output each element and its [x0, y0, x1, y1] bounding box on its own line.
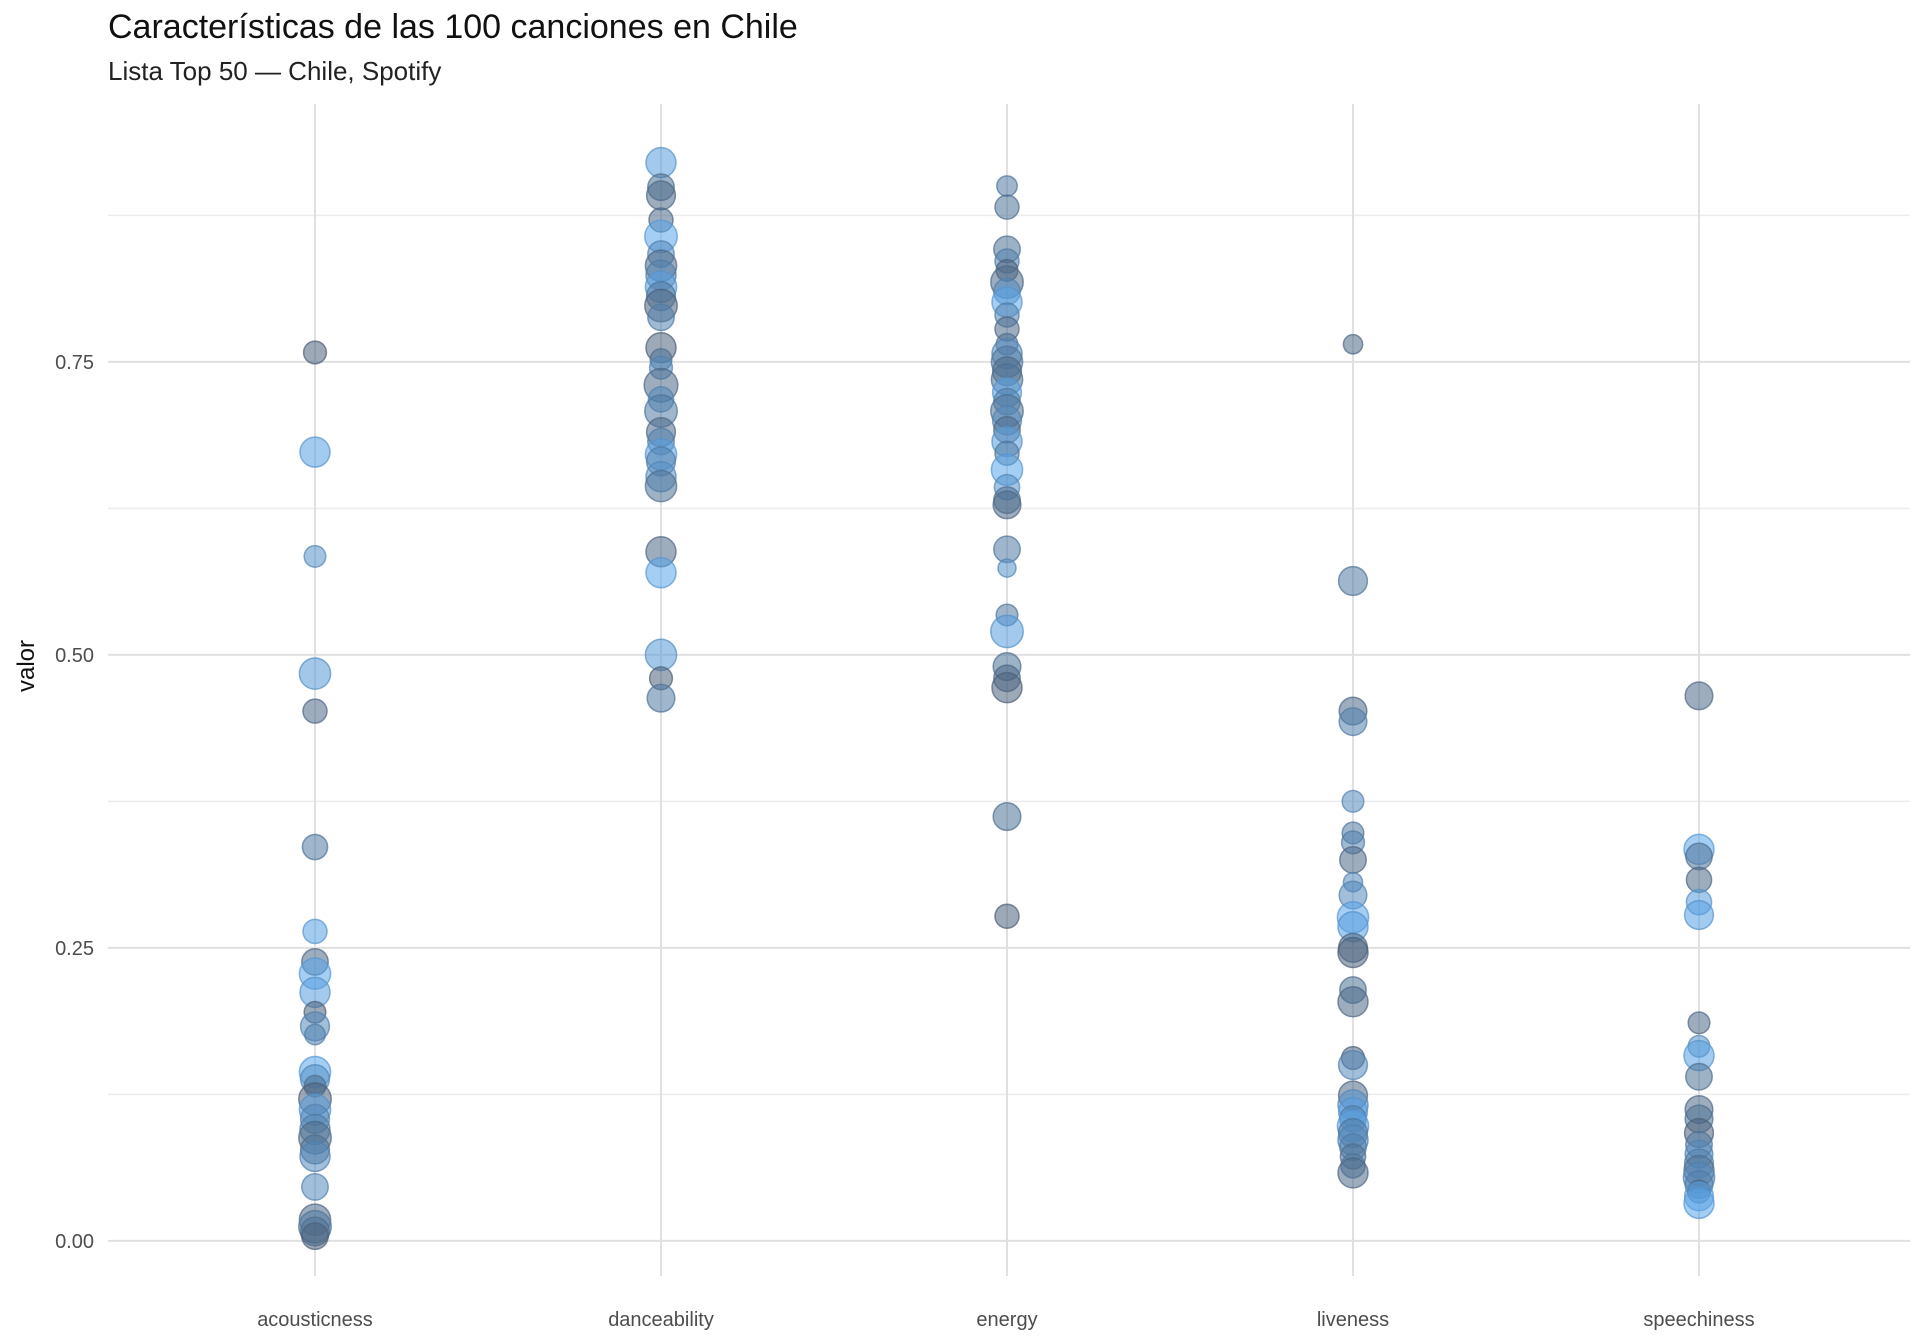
data-point — [1341, 789, 1365, 813]
data-point — [1687, 1011, 1711, 1035]
y-axis-label: valor — [13, 640, 40, 692]
data-point — [997, 558, 1017, 578]
data-point — [645, 180, 677, 211]
y-tick-label: 0.25 — [55, 938, 94, 960]
y-tick-label: 0.50 — [55, 645, 94, 667]
data-point — [1337, 986, 1369, 1018]
data-point — [1342, 333, 1364, 355]
data-point — [994, 194, 1020, 220]
data-point — [1337, 1157, 1369, 1189]
data-point — [303, 544, 327, 568]
x-tick-label: acousticness — [257, 1309, 373, 1331]
data-point — [1684, 681, 1714, 711]
data-point — [302, 698, 328, 724]
data-point — [992, 490, 1022, 520]
data-point — [647, 303, 675, 332]
y-tick-label: 0.75 — [55, 352, 94, 374]
data-point — [1685, 842, 1713, 871]
data-point — [996, 175, 1018, 197]
data-point — [302, 918, 328, 945]
data-point — [302, 340, 328, 365]
data-point — [1685, 866, 1713, 894]
data-point — [644, 469, 678, 503]
data-point — [301, 1172, 329, 1201]
data-point — [992, 802, 1022, 832]
chart-title: Características de las 100 canciones en … — [108, 8, 798, 46]
x-tick-label: liveness — [1317, 1309, 1389, 1331]
data-point — [990, 614, 1024, 649]
data-point — [1337, 565, 1369, 597]
x-tick-label: danceability — [608, 1309, 714, 1331]
data-points — [298, 146, 1716, 1251]
data-point — [1338, 707, 1368, 737]
data-point — [991, 671, 1023, 704]
data-point — [299, 436, 331, 468]
data-point — [994, 903, 1020, 929]
data-point — [645, 557, 677, 589]
data-point — [1339, 845, 1367, 874]
x-axis-ticks: acousticness danceability energy liveness sp… — [257, 1309, 1754, 1331]
data-point — [301, 833, 329, 861]
data-point — [1683, 899, 1715, 931]
data-point — [644, 638, 678, 672]
data-point — [298, 657, 332, 690]
data-point — [299, 1140, 331, 1173]
data-point — [1685, 1062, 1713, 1091]
data-point — [1683, 1187, 1715, 1220]
y-tick-label: 0.00 — [55, 1231, 94, 1253]
data-point — [304, 1023, 326, 1046]
data-point — [1337, 1049, 1369, 1081]
data-point — [301, 1222, 329, 1251]
x-tick-label: energy — [976, 1309, 1037, 1331]
data-point — [1337, 936, 1369, 969]
chart-subtitle: Lista Top 50 — Chile, Spotify — [108, 56, 442, 86]
data-point — [645, 146, 677, 179]
y-axis-ticks: 0.00 0.25 0.50 0.75 — [55, 352, 94, 1253]
data-point — [646, 683, 676, 713]
x-tick-label: speechiness — [1643, 1309, 1754, 1331]
